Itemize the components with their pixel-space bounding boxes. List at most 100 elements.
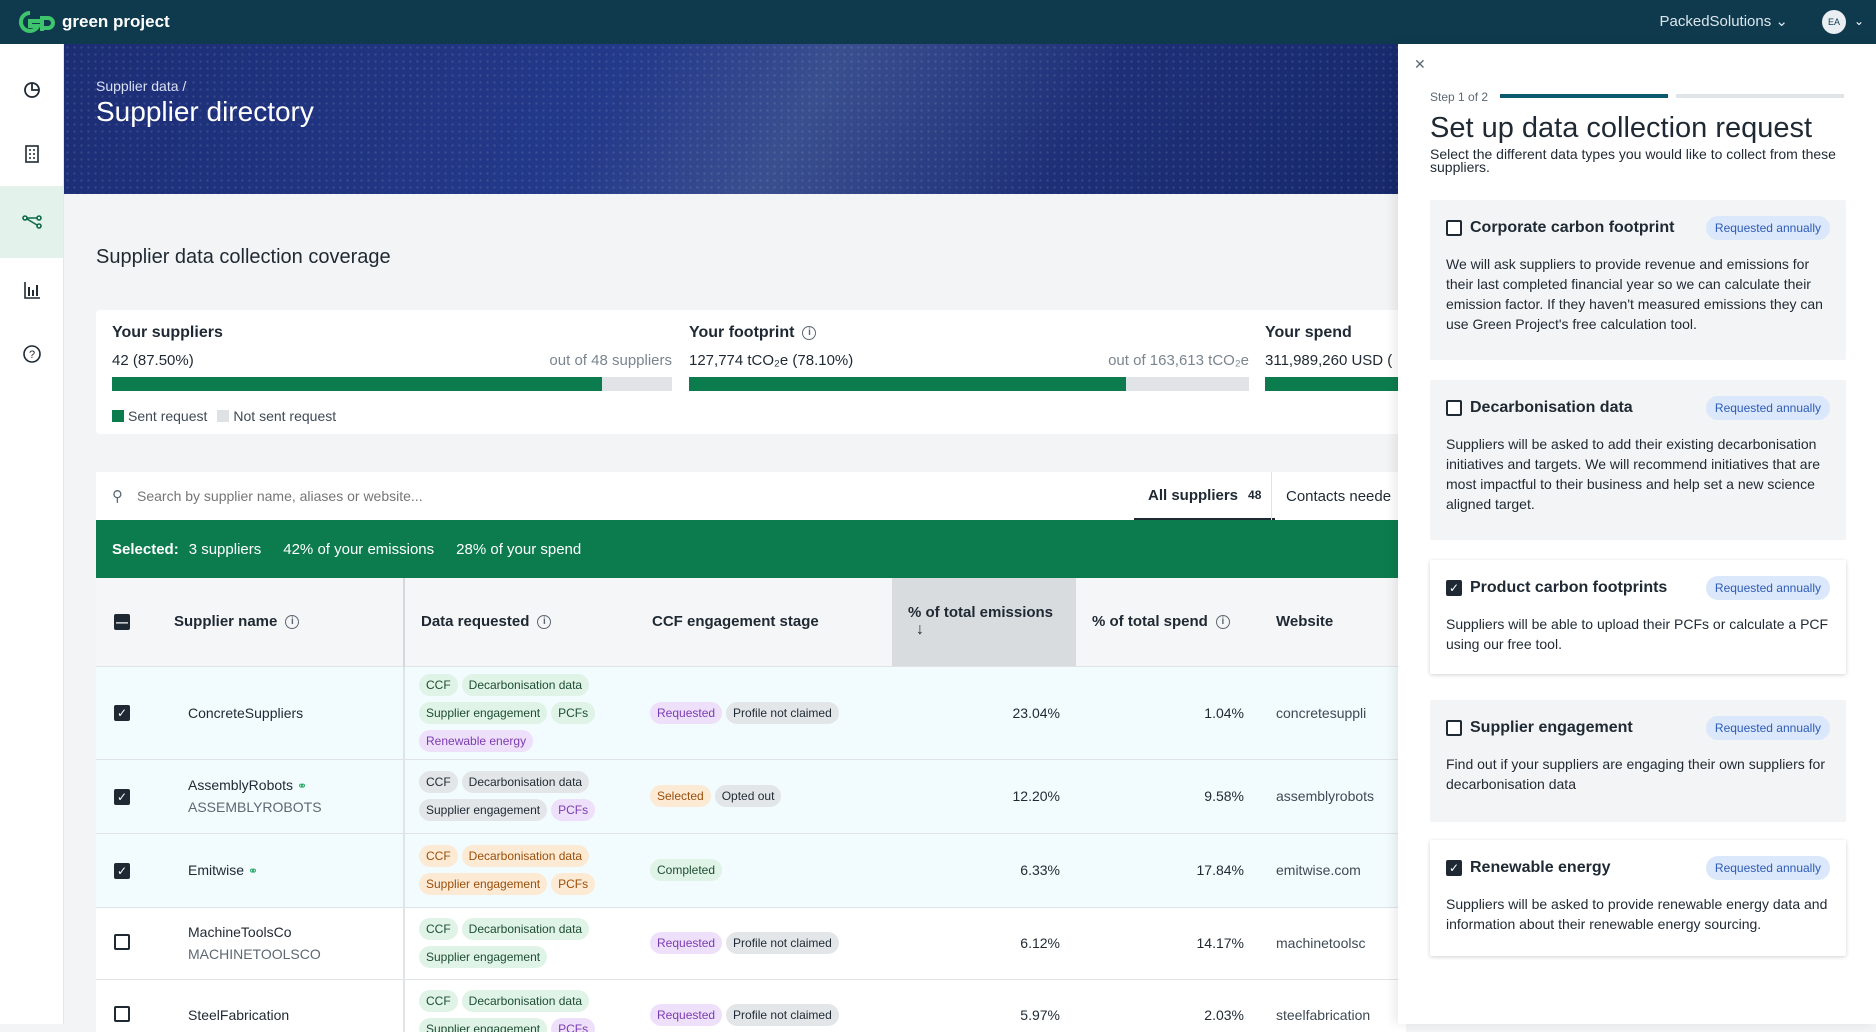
sidebar-item-reports[interactable]: [0, 258, 63, 322]
supplier-name[interactable]: ConcreteSuppliers: [188, 704, 304, 721]
search-bar: ⚲ All suppliers 48 Contacts neede: [96, 472, 1406, 520]
select-all-cell: —: [96, 578, 158, 667]
tag-chip: Decarbonisation data: [461, 990, 590, 1012]
data-type-card-corporate-carbon-footprint[interactable]: Corporate carbon footprint Requested ann…: [1430, 200, 1846, 360]
supplier-name-cell[interactable]: SteelFabrication: [158, 979, 405, 1032]
header-label: Website: [1276, 613, 1334, 631]
tag-chip: Decarbonisation data: [461, 673, 590, 696]
engagement-stage-cell: Requested Profile not claimed: [636, 979, 892, 1032]
data-type-card-product-carbon-footprints[interactable]: ✓ Product carbon footprints Requested an…: [1430, 560, 1846, 674]
data-type-card-renewable-energy[interactable]: ✓ Renewable energy Requested annually Su…: [1430, 840, 1846, 956]
avatar[interactable]: EA: [1822, 10, 1846, 34]
breadcrumb[interactable]: Supplier data /: [96, 78, 186, 94]
row-checkbox[interactable]: ✓: [114, 788, 130, 805]
stat-suppliers: Your suppliers 42 (87.50%) out of 48 supp…: [112, 324, 672, 391]
table-row[interactable]: MachineToolsCo MACHINETOOLSCO CCF Decarbo…: [96, 907, 1406, 980]
close-icon[interactable]: ✕: [1414, 56, 1426, 72]
info-icon[interactable]: i: [537, 614, 552, 629]
supplier-name-cell[interactable]: AssemblyRobots ⚭ ASSEMBLYROBOTS: [158, 759, 405, 834]
header-total-emissions[interactable]: % of total emissions ↓: [892, 578, 1076, 667]
breadcrumb-item[interactable]: Supplier data /: [96, 78, 187, 94]
tab-contacts-needed[interactable]: Contacts neede: [1271, 472, 1405, 520]
header-label: % of total emissions: [908, 604, 1054, 622]
tag-chip: PCFs: [551, 873, 596, 895]
sidebar: ?: [0, 44, 64, 1024]
supplier-name[interactable]: AssemblyRobots: [188, 777, 294, 793]
website-cell[interactable]: assemblyrobots: [1260, 759, 1406, 834]
data-type-card-supplier-engagement[interactable]: Supplier engagement Requested annually F…: [1430, 700, 1846, 822]
engagement-stage-cell: Requested Profile not claimed: [636, 666, 892, 760]
supplier-name-cell[interactable]: Emitwise ⚭: [158, 833, 405, 908]
table-header-row: — Supplier name i Data requested i CCF eng…: [96, 578, 1406, 667]
header-data-requested[interactable]: Data requested i: [404, 578, 636, 667]
data-type-checkbox[interactable]: ✓: [1446, 860, 1462, 876]
supplier-name-cell[interactable]: ConcreteSuppliers: [158, 666, 405, 760]
progress-fill: [112, 377, 602, 391]
total-spend-cell: 9.58%: [1076, 759, 1260, 834]
total-spend-cell: 1.04%: [1076, 666, 1260, 760]
row-checkbox[interactable]: ✓: [114, 705, 130, 721]
supplier-name[interactable]: SteelFabrication: [188, 1007, 290, 1023]
header-supplier-name[interactable]: Supplier name i: [158, 578, 405, 667]
tag-chip: Decarbonisation data: [461, 918, 590, 940]
search-input[interactable]: [137, 488, 697, 504]
header-engagement-stage[interactable]: CCF engagement stage: [636, 578, 892, 667]
data-type-checkbox[interactable]: [1446, 400, 1462, 416]
table-row[interactable]: ✓ Emitwise ⚭ CCF Decarbonisation data Suppl…: [96, 833, 1406, 908]
row-checkbox[interactable]: [114, 933, 130, 950]
header-label: CCF engagement stage: [652, 613, 819, 631]
supplier-name-cell[interactable]: MachineToolsCo MACHINETOOLSCO: [158, 907, 405, 980]
org-switcher[interactable]: PackedSolutions ⌄: [1660, 12, 1789, 30]
sidebar-item-organisation[interactable]: [0, 122, 63, 186]
data-type-card-decarbonisation-data[interactable]: Decarbonisation data Requested annually …: [1430, 380, 1846, 540]
data-type-checkbox[interactable]: ✓: [1446, 580, 1462, 596]
header-website[interactable]: Website: [1260, 578, 1406, 667]
page-header: Supplier data / Supplier directory: [64, 44, 1398, 194]
supplier-table: — Supplier name i Data requested i CCF eng…: [96, 578, 1406, 1032]
step-progress-remaining: [1676, 94, 1844, 98]
website-cell[interactable]: concretesuppli: [1260, 666, 1406, 760]
info-icon[interactable]: i: [802, 325, 817, 340]
info-icon[interactable]: i: [285, 614, 300, 629]
org-name: PackedSolutions: [1659, 13, 1772, 30]
sidebar-item-suppliers[interactable]: [0, 186, 63, 258]
select-all-checkbox[interactable]: —: [114, 614, 130, 631]
chevron-down-icon[interactable]: ⌄: [1853, 14, 1864, 28]
table-row[interactable]: SteelFabrication CCF Decarbonisation data…: [96, 979, 1406, 1032]
table-row[interactable]: ✓ AssemblyRobots ⚭ ASSEMBLYROBOTS CCF Deca…: [96, 759, 1406, 834]
row-checkbox[interactable]: ✓: [114, 862, 130, 879]
stat-footprint: Your footprint i 127,774 tCO₂e (78.10%) ou…: [689, 324, 1249, 391]
info-icon[interactable]: i: [1215, 614, 1230, 629]
frequency-badge: Requested annually: [1705, 856, 1830, 880]
tag-chip: Profile not claimed: [726, 1004, 839, 1026]
row-checkbox[interactable]: [114, 1005, 130, 1022]
header-label: % of total spend: [1092, 613, 1208, 631]
total-emissions-cell: 6.33%: [892, 833, 1076, 908]
tab-label: All suppliers: [1148, 486, 1239, 504]
table-row[interactable]: ✓ ConcreteSuppliers CCF Decarbonisation d…: [96, 666, 1406, 760]
step-progress-done: [1500, 94, 1668, 98]
sidebar-item-dashboard[interactable]: [0, 58, 63, 122]
legend-not-sent: Not sent request: [217, 408, 336, 424]
data-type-checkbox[interactable]: [1446, 220, 1462, 236]
stat-total: out of 48 suppliers: [549, 352, 672, 369]
card-title: Corporate carbon footprint: [1470, 219, 1675, 236]
building-icon: [24, 145, 39, 163]
total-emissions-cell: 6.12%: [892, 907, 1076, 980]
tag-chip: Supplier engagement: [419, 873, 548, 895]
data-type-checkbox[interactable]: [1446, 720, 1462, 736]
website-cell[interactable]: machinetoolsc: [1260, 907, 1406, 980]
website-cell[interactable]: emitwise.com: [1260, 833, 1406, 908]
supplier-alias: MACHINETOOLSCO: [188, 946, 321, 962]
tab-all-suppliers[interactable]: All suppliers 48: [1134, 472, 1276, 520]
header-total-spend[interactable]: % of total spend i: [1076, 578, 1260, 667]
website-cell[interactable]: steelfabrication: [1260, 979, 1406, 1032]
tag-chip: CCF: [419, 918, 458, 940]
green-project-logo-icon: [18, 10, 55, 33]
legend-not-sent-label: Not sent request: [233, 408, 337, 424]
supplier-name[interactable]: Emitwise: [188, 862, 245, 878]
stat-label: Your spend: [1265, 324, 1352, 341]
sidebar-item-help[interactable]: ?: [0, 322, 63, 386]
brand-logo[interactable]: green project: [18, 10, 170, 34]
supplier-name[interactable]: MachineToolsCo: [188, 924, 292, 940]
